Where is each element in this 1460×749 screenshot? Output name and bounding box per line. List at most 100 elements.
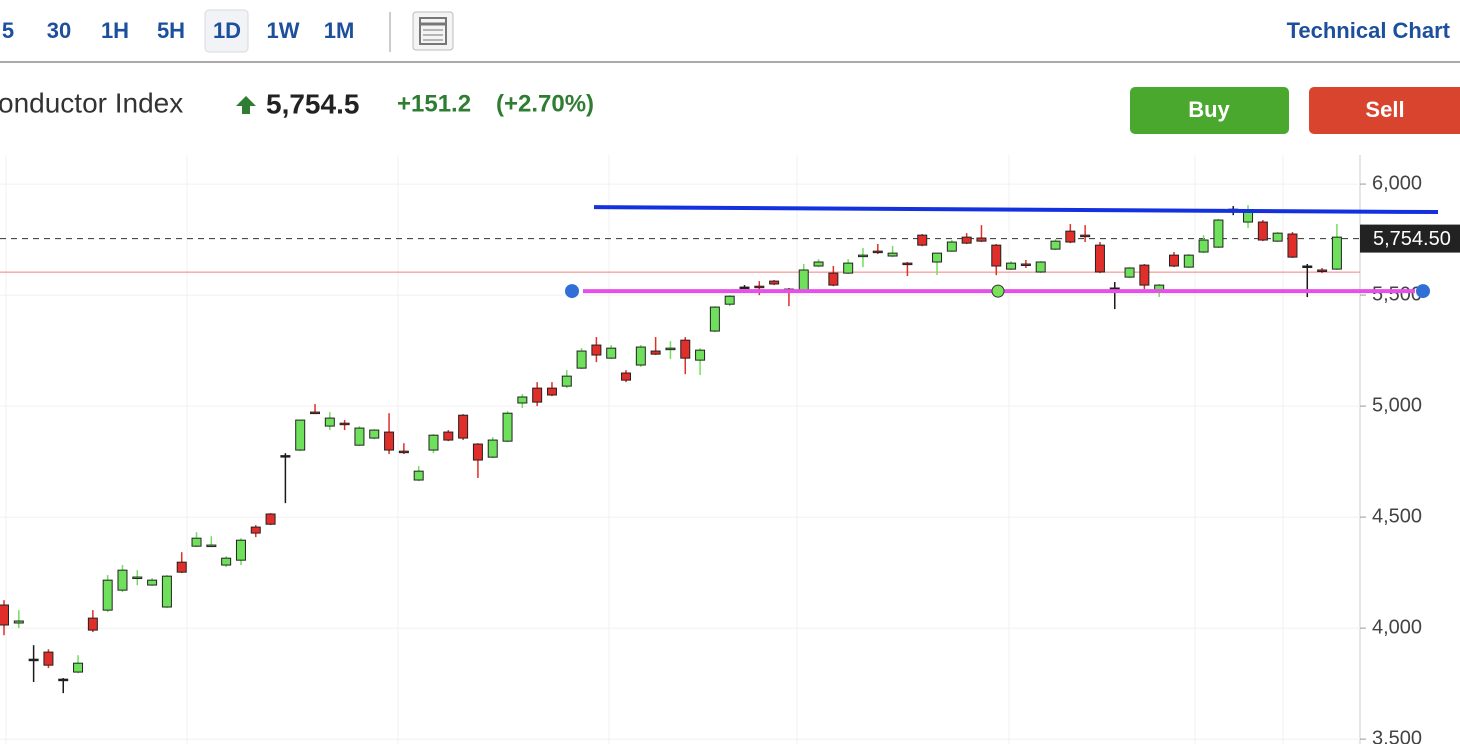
candle-body — [946, 241, 957, 252]
y-tick-label: 5,500 — [1372, 283, 1422, 305]
candle-body — [650, 350, 661, 355]
buy-button[interactable] — [1130, 87, 1289, 134]
change: +151.2 — [397, 90, 471, 117]
candle-body — [161, 575, 172, 608]
candle-body — [872, 250, 883, 254]
candle-body — [828, 272, 839, 286]
sell-button[interactable] — [1309, 87, 1460, 134]
candle-body — [102, 579, 113, 611]
candle-body — [235, 539, 246, 561]
y-tick-label: 6,000 — [1372, 172, 1422, 194]
candle-body — [295, 419, 306, 451]
candle-body — [280, 455, 291, 458]
candle-body — [73, 662, 84, 673]
candle-body — [1302, 265, 1313, 269]
candle-body — [932, 252, 943, 263]
candle-body — [221, 557, 232, 566]
y-tick-label: 4,000 — [1372, 616, 1422, 638]
price: 5,754.5 — [266, 88, 359, 119]
last-price-box — [1360, 224, 1460, 253]
interval-button[interactable]: 1H — [101, 18, 129, 43]
candle-body — [1287, 233, 1298, 258]
candle-body — [961, 236, 972, 244]
candle-body — [443, 431, 454, 441]
up-arrow — [236, 96, 256, 114]
candle-body — [250, 526, 261, 534]
layout-icon[interactable] — [412, 11, 454, 51]
interval-button[interactable]: 5 — [2, 18, 14, 43]
candle-body — [58, 678, 69, 682]
candle-body — [458, 414, 469, 439]
trendline-handle — [1416, 284, 1430, 299]
candle-body — [798, 269, 809, 292]
interval-button[interactable]: 1W — [267, 18, 300, 43]
candle-body — [1331, 236, 1342, 270]
trendline — [593, 205, 1439, 215]
candle-body — [1050, 240, 1061, 250]
candle-body — [902, 262, 913, 266]
candle-body — [1213, 219, 1224, 248]
candle-body — [132, 576, 143, 580]
candle-body — [546, 387, 557, 396]
candle-body — [502, 412, 513, 442]
candle-body — [176, 561, 187, 573]
y-tick-label: 3,500 — [1372, 727, 1422, 744]
interval-button[interactable]: 1M — [324, 18, 355, 43]
candle-body — [265, 513, 276, 525]
candle-body — [561, 375, 572, 387]
technical-chart-link[interactable]: Technical Chart — [1287, 18, 1451, 43]
candle-body — [472, 443, 483, 461]
candle-body — [1183, 254, 1194, 268]
candle-body — [191, 537, 202, 547]
candle-body — [339, 422, 350, 426]
candle-body — [1272, 232, 1283, 242]
candle-body — [695, 349, 706, 361]
candle-body — [369, 429, 380, 439]
candle-body — [117, 569, 128, 591]
last-price-label: 5,754.50 — [1373, 228, 1451, 250]
candle-body — [621, 372, 632, 381]
interval-button[interactable]: 5H — [157, 18, 185, 43]
candle-body — [1198, 239, 1209, 253]
candle-body — [843, 262, 854, 274]
candle-body — [680, 339, 691, 359]
candle-body — [724, 295, 735, 305]
candle-body — [13, 620, 24, 624]
buy-label[interactable]: Buy — [1188, 97, 1230, 122]
candle-body — [428, 434, 439, 451]
candle-body — [1257, 221, 1268, 241]
candle-body — [43, 651, 54, 666]
sell-label[interactable]: Sell — [1365, 97, 1404, 122]
candle-body — [1139, 264, 1150, 286]
candle-body — [813, 261, 824, 267]
interval-button[interactable]: 1D — [213, 18, 241, 43]
candle-body — [1094, 244, 1105, 273]
candle-body — [1035, 261, 1046, 273]
candle-body — [769, 280, 780, 285]
instrument-name: onductor Index — [0, 87, 183, 118]
candle-body — [28, 658, 39, 662]
candle-body — [487, 439, 498, 458]
time-grid — [5, 155, 1284, 744]
candle-body — [0, 604, 9, 626]
candle-body — [1317, 269, 1328, 273]
candle-body — [635, 346, 646, 366]
change-percent: (+2.70%) — [496, 90, 594, 117]
candle-body — [754, 285, 765, 289]
candle-body — [665, 347, 676, 351]
y-tick-label: 4,500 — [1372, 505, 1422, 527]
interval-button[interactable]: 30 — [47, 18, 71, 43]
candle-body — [206, 544, 217, 548]
trendline-handle — [991, 284, 1005, 298]
candle-body — [591, 344, 602, 356]
candle-body — [398, 450, 409, 454]
candle-body — [310, 411, 321, 415]
candle-body — [1124, 267, 1135, 278]
candle-body — [606, 347, 617, 359]
candle-body — [532, 387, 543, 403]
candle-body — [384, 431, 395, 451]
active-interval — [204, 9, 249, 53]
trendline-handle — [565, 284, 579, 299]
candle-body — [517, 396, 528, 404]
